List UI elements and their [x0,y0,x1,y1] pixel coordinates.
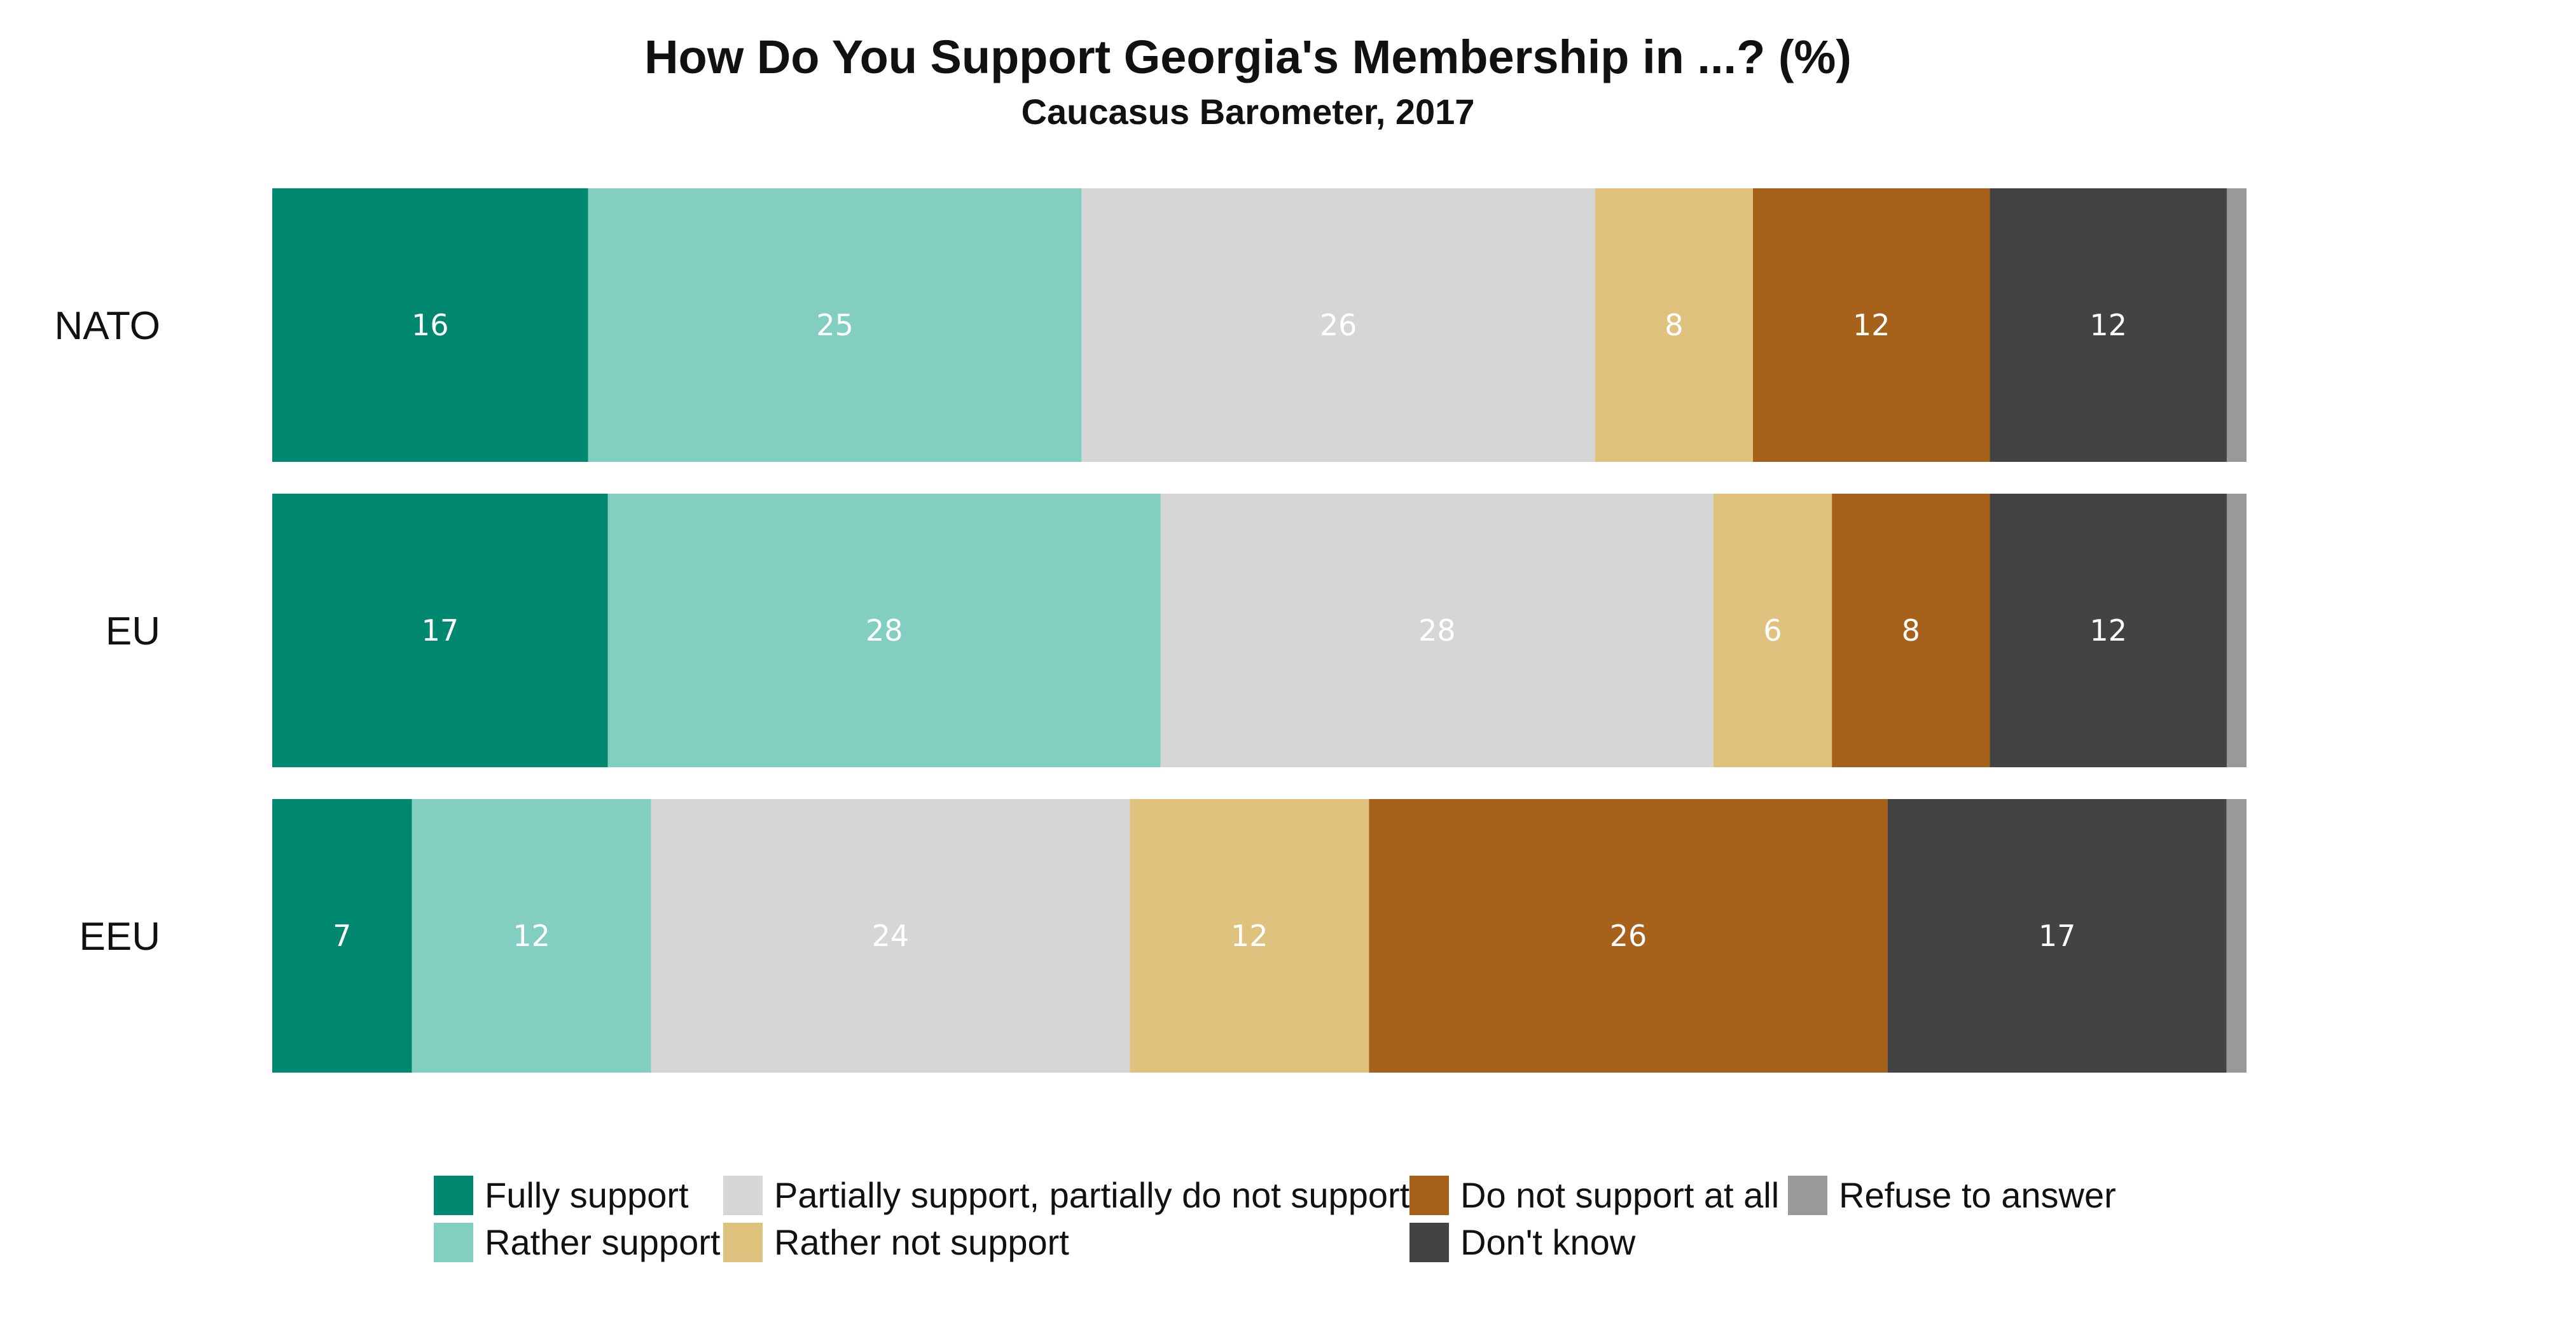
data-label-nato-5: 12 [2089,308,2127,342]
bar-segment-eeu-6 [2226,799,2247,1073]
bar-segment-eu-2 [1160,494,1714,767]
bar-segment-nato-2 [1081,188,1595,462]
data-label-eu-2: 28 [1418,613,1456,648]
legend-label-6: Refuse to answer [1839,1175,2116,1215]
legend-swatch-5 [1409,1223,1449,1262]
legend-label-4: Do not support at all [1460,1175,1779,1215]
legend-label-2: Partially support, partially do not supp… [774,1175,1410,1215]
data-label-nato-0: 16 [412,308,449,342]
chart-subtitle: Caucasus Barometer, 2017 [1021,92,1475,132]
bar-segment-eu-0 [272,494,608,767]
bar-segment-eu-4 [1832,494,1990,767]
bar-segment-eeu-1 [412,799,651,1073]
data-label-nato-3: 8 [1665,308,1683,342]
legend-swatch-0 [434,1176,473,1215]
data-label-eeu-3: 12 [1231,919,1268,953]
legend-label-1: Rather support [485,1222,721,1262]
data-label-eeu-1: 12 [513,919,550,953]
data-label-nato-4: 12 [1853,308,1890,342]
data-label-eu-0: 17 [422,613,459,648]
data-label-eeu-4: 26 [1610,919,1647,953]
chart-title: How Do You Support Georgia's Membership … [644,31,1852,83]
data-label-nato-1: 25 [816,308,854,342]
legend-label-0: Fully support [485,1175,689,1215]
bar-segment-eeu-0 [272,799,412,1073]
bar-segment-nato-6 [2226,188,2247,462]
data-label-eu-5: 12 [2089,613,2127,648]
bar-segment-eeu-2 [651,799,1130,1073]
data-label-eu-4: 8 [1902,613,1920,648]
bar-area: NATO 16 25 26 8 12 12 EU 17 28 28 6 8 12 EEU 7 12 24 12 26 1… [54,188,2247,1073]
bar-segment-nato-3 [1595,188,1753,462]
data-label-eeu-5: 17 [2039,919,2076,953]
bar-segment-eu-6 [2226,494,2247,767]
category-label-nato: NATO [54,304,160,348]
data-label-nato-2: 26 [1320,308,1357,342]
legend-label-5: Don't know [1460,1222,1636,1262]
legend-swatch-2 [723,1176,763,1215]
bar-segment-eeu-3 [1130,799,1369,1073]
bar-segment-nato-0 [272,188,588,462]
category-label-eu: EU [106,609,160,653]
bar-segment-nato-4 [1753,188,1990,462]
bar-segment-eu-1 [607,494,1161,767]
bar-segment-nato-5 [1990,188,2227,462]
legend-swatch-4 [1409,1176,1449,1215]
bar-segment-eu-3 [1713,494,1832,767]
legend: Fully support Rather support Partially sup… [434,1175,2116,1262]
data-label-eu-1: 28 [866,613,903,648]
bar-segment-nato-1 [588,188,1082,462]
legend-swatch-1 [434,1223,473,1262]
bar-segment-eeu-5 [1887,799,2227,1073]
category-label-eeu: EEU [80,915,160,959]
data-label-eu-3: 6 [1763,613,1782,648]
data-label-eeu-0: 7 [333,919,351,953]
bar-segment-eeu-4 [1369,799,1888,1073]
legend-swatch-6 [1788,1176,1827,1215]
bar-segment-eu-5 [1990,494,2227,767]
legend-swatch-3 [723,1223,763,1262]
legend-label-3: Rather not support [774,1222,1069,1262]
data-label-eeu-2: 24 [872,919,910,953]
